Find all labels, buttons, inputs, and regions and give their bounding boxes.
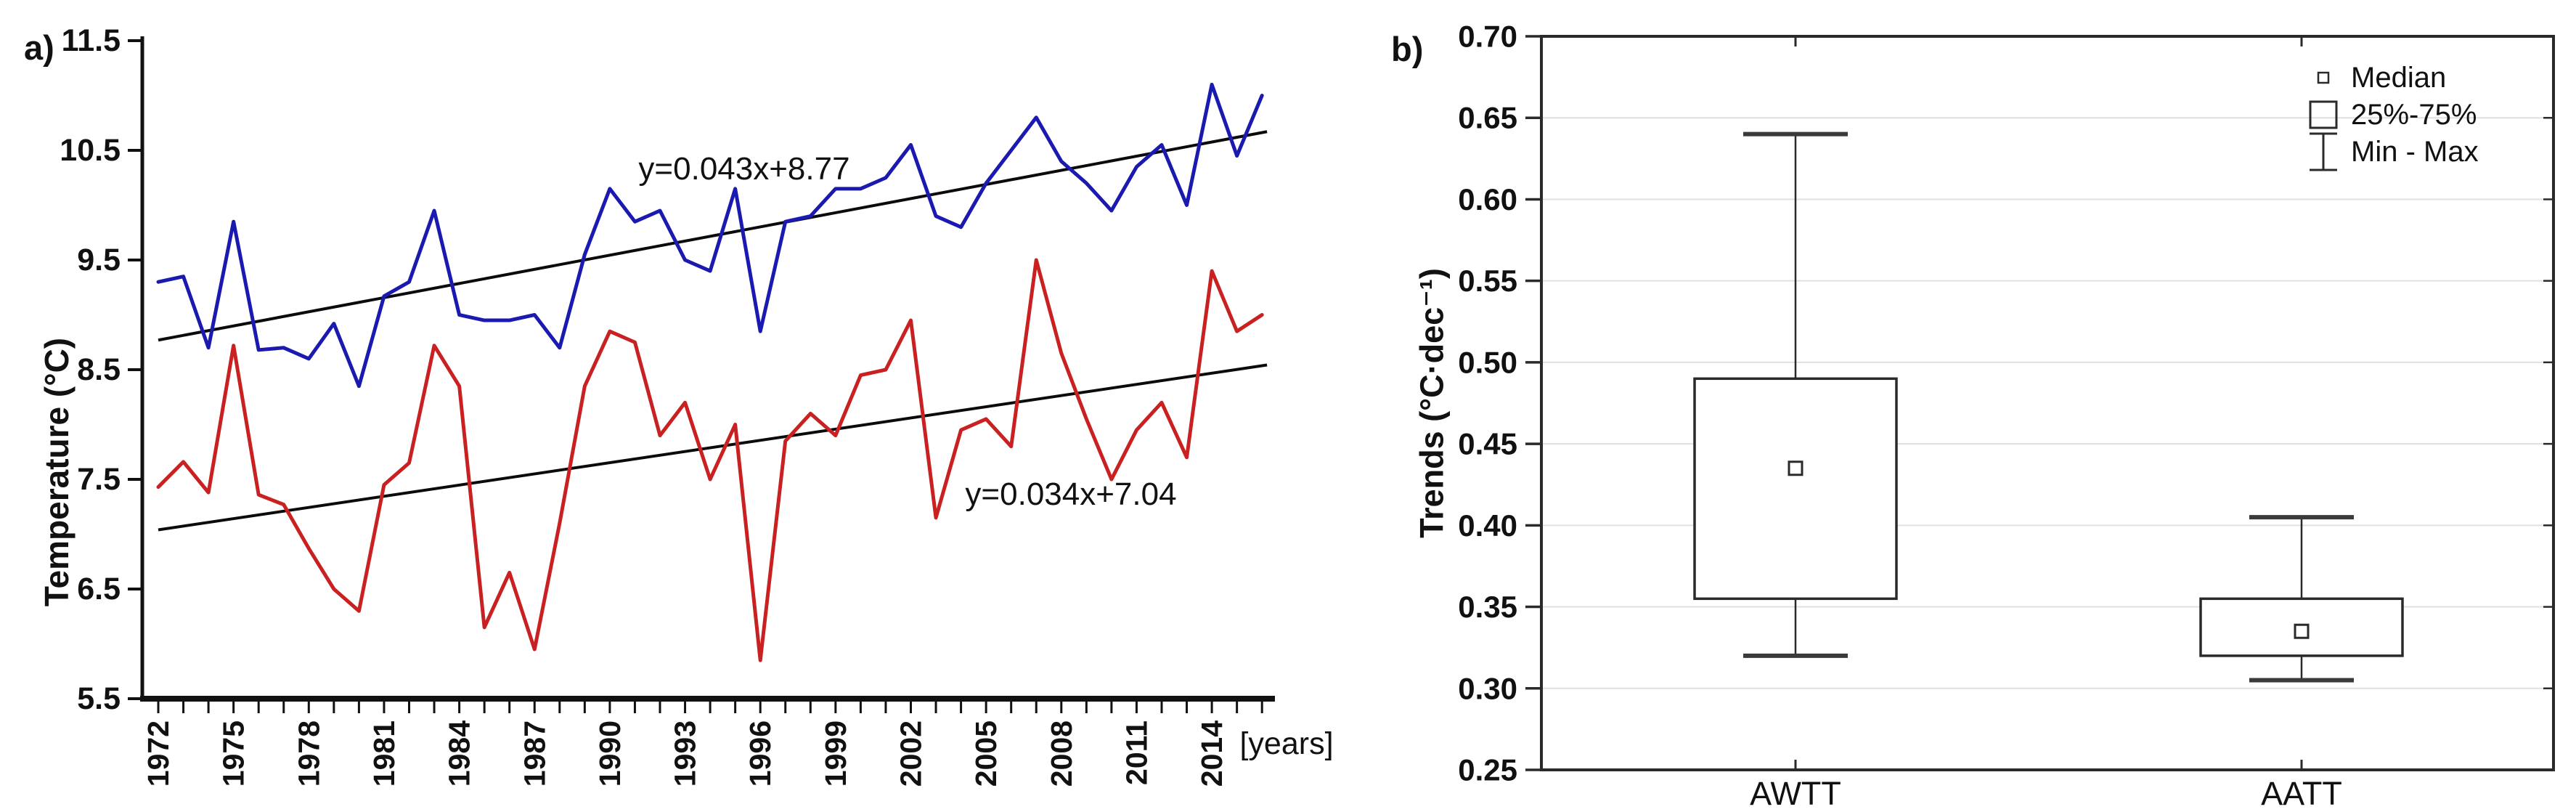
y-tick-label: 10.5: [60, 133, 121, 168]
category-label: AATT: [2261, 775, 2342, 812]
line-chart-panel-a: y=0.043x+8.77 y=0.034x+7.04 11.5 10.5 9.5 8.5…: [38, 23, 1334, 787]
x-tick-label: 2005: [969, 720, 1003, 787]
awtt-iqr-box: [1693, 377, 1898, 601]
y-axis-title: Trends (°C·dec⁻¹): [1414, 268, 1451, 538]
panel-b-label: b): [1391, 30, 1424, 68]
y-tick-label: 11.5: [62, 23, 121, 58]
x-tick-label: 2008: [1045, 720, 1078, 787]
y-tick-label: 0.65: [1458, 101, 1517, 135]
y-tick-label: 0.35: [1458, 590, 1517, 624]
plot-frame: [1540, 35, 2555, 771]
trend-equation-label-blue: y=0.043x+8.77: [638, 151, 849, 187]
y-tick-label: 0.40: [1458, 508, 1517, 543]
y-tick-label: 0.50: [1458, 345, 1517, 379]
trend-equation-label-red: y=0.034x+7.04: [965, 476, 1176, 512]
x-tick-label: 1987: [518, 720, 551, 787]
series-blue-line: [156, 82, 1264, 389]
x-tick-label: 1996: [743, 720, 777, 787]
x-tick-label: 1999: [819, 720, 852, 787]
x-tick-label: 1990: [593, 720, 627, 787]
aatt-median-marker: [2294, 623, 2310, 639]
awtt-median-marker: [1788, 460, 1803, 476]
x-tick-label: 1975: [217, 720, 250, 787]
x-tick-label: 1981: [367, 720, 401, 787]
x-tick-label: 1984: [443, 720, 476, 787]
y-tick-label: 0.25: [1458, 753, 1517, 787]
x-tick-label: 2014: [1195, 720, 1228, 787]
y-tick-label: 9.5: [77, 243, 121, 277]
y-tick-label: 5.5: [77, 681, 121, 716]
legend-label: Min - Max: [2351, 136, 2479, 168]
y-tick-label: 7.5: [77, 462, 121, 497]
legend-label: Median: [2351, 62, 2446, 94]
trend-blue-series-line: [158, 130, 1268, 342]
legend-item: 25%-75%: [2309, 99, 2477, 131]
y-tick-label: 0.30: [1458, 671, 1517, 705]
series-red-line: [156, 258, 1264, 662]
y-tick-label: 8.5: [77, 352, 121, 387]
x-tick-label: 1993: [669, 720, 702, 787]
y-tick-label: 0.70: [1458, 20, 1517, 54]
x-tick-label: 2011: [1120, 720, 1153, 785]
iqr-box-symbol-icon: [2309, 100, 2338, 129]
y-axis-title: Temperature (°C): [38, 338, 76, 606]
y-tick-label: 0.60: [1458, 182, 1517, 216]
legend-item: Min - Max: [2310, 132, 2479, 171]
y-tick-label: 6.5: [77, 572, 121, 606]
legend: Median 25%-75% Min - Max: [2309, 62, 2479, 171]
x-axis-unit-label: [years]: [1239, 726, 1333, 761]
category-label: AWTT: [1750, 775, 1841, 812]
x-tick-label: 1978: [292, 720, 325, 787]
median-symbol-icon: [2317, 71, 2330, 84]
x-tick-label: 1972: [142, 720, 175, 787]
x-tick-label: 2002: [894, 720, 928, 787]
aatt-iqr-box: [2199, 597, 2404, 657]
panel-a-label: a): [24, 28, 54, 67]
trend-red-series-line: [158, 363, 1268, 532]
box-plot-panel-b: 0.70 0.65 0.60 0.55 0.50 0.45 0.40 0.35 0.30 0.25…: [1414, 20, 2555, 812]
y-tick-label: 0.55: [1458, 264, 1517, 298]
legend-item: Median: [2317, 62, 2446, 94]
y-tick-label: 0.45: [1458, 427, 1517, 461]
legend-label: 25%-75%: [2351, 99, 2477, 131]
